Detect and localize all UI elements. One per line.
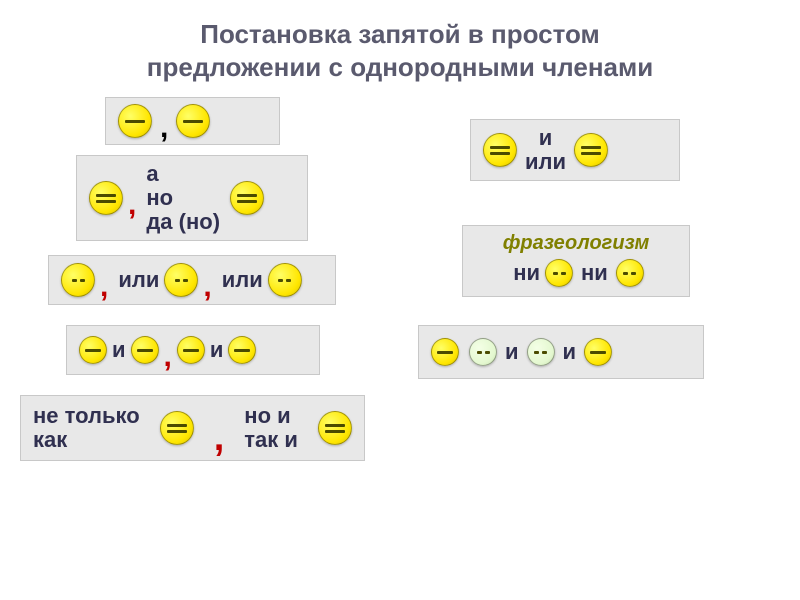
token-dotted-pale-icon [527,338,555,366]
token-single-dash-icon [584,338,612,366]
conj-tak-i: так и [244,428,298,452]
token-double-dash-icon [574,133,608,167]
token-double-dash-icon [483,133,517,167]
rule-box-6: и или [470,119,680,181]
conj-stack: а но да (но) [146,162,220,233]
conj-ni: ни [581,260,608,286]
conj-i: и [539,126,553,150]
token-dotted-pale-icon [469,338,497,366]
token-double-dash-icon [160,411,194,445]
token-dotted-icon [268,263,302,297]
rule-box-4: и , и [66,325,320,375]
comma: , [164,349,172,364]
conj-i-ili-stack: и или [525,126,566,174]
conj-ili: или [525,150,566,174]
token-single-dash-icon [118,104,152,138]
token-single-dash-icon [177,336,205,364]
title-line-2: предложении с однородными членами [147,52,653,82]
conj-ne-tolko: не только [33,404,140,428]
rule-box-3: , или , или [48,255,336,305]
token-double-dash-icon [89,181,123,215]
conj-no-i: но и [244,404,290,428]
rule-box-2: , а но да (но) [76,155,308,241]
conj-a: а [146,162,158,186]
comma: , [214,429,225,448]
conj-no: но [146,186,173,210]
label-frazeologizm: фразеологизм [503,232,650,255]
rule-box-5: не только как , но и так и [20,395,365,461]
conj-left-stack: не только как [33,404,140,452]
conj-ili: или [118,267,159,293]
title-line-1: Постановка запятой в простом [200,19,600,49]
token-single-dash-icon [131,336,159,364]
token-double-dash-icon [230,181,264,215]
conj-da-no: да (но) [146,210,220,234]
token-single-dash-icon [431,338,459,366]
token-dotted-icon [545,259,573,287]
diagram-container: , , а но да (но) , или , или и , и не т [0,97,800,577]
token-dotted-icon [616,259,644,287]
rule-box-1: , [105,97,280,145]
token-dotted-icon [61,263,95,297]
conj-i: и [210,337,224,363]
conj-i: и [112,337,126,363]
token-dotted-icon [164,263,198,297]
comma: , [160,120,168,135]
comma: , [128,197,136,212]
token-double-dash-icon [318,411,352,445]
conj-i: и [505,339,519,365]
conj-ni: ни [513,260,540,286]
comma: , [100,279,108,294]
conj-right-stack: но и так и [244,404,298,452]
conj-ili: или [222,267,263,293]
token-single-dash-icon [176,104,210,138]
rule-box-7: фразеологизм ни ни [462,225,690,297]
page-title: Постановка запятой в простом предложении… [0,0,800,83]
comma: , [203,279,211,294]
token-single-dash-icon [79,336,107,364]
conj-i: и [563,339,577,365]
conj-kak: как [33,428,67,452]
token-single-dash-icon [228,336,256,364]
rule-box-8: и и [418,325,704,379]
